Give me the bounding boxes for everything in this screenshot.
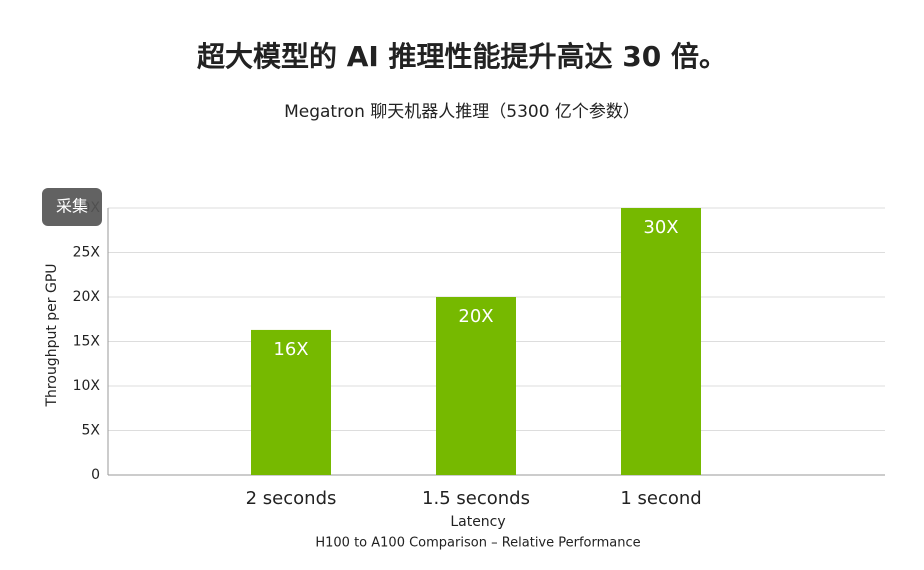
chart-note: H100 to A100 Comparison – Relative Perfo… [315, 536, 640, 551]
overlay-button-bg[interactable] [42, 188, 102, 226]
x-tick-label: 1.5 seconds [422, 488, 530, 509]
chart-title: 超大模型的 AI 推理性能提升高达 30 倍。 [197, 40, 727, 73]
y-tick-label: 10X [73, 378, 101, 394]
y-tick-label: 25X [73, 245, 101, 261]
plot-area: 0 5X 10X 15X 20X 25X 30X 2 seconds 16X 1.5 second… [73, 200, 885, 509]
data-label: 16X [273, 339, 308, 360]
y-tick-label: 15X [73, 334, 101, 350]
bar [251, 329, 331, 475]
x-axis-label: Latency [450, 514, 505, 530]
y-tick-label: 0 [91, 467, 100, 483]
chart-subtitle: Megatron 聊天机器人推理（5300 亿个参数） [284, 102, 640, 122]
y-tick-label: 20X [73, 289, 101, 305]
x-tick-label: 1 second [620, 488, 701, 509]
bar [436, 297, 516, 475]
overlay-button[interactable]: 采集 [42, 188, 102, 226]
data-label: 30X [643, 217, 678, 238]
bar [621, 208, 701, 475]
y-tick-label: 5X [82, 423, 101, 439]
overlay-button-label[interactable]: 采集 [56, 197, 88, 216]
x-tick-label: 2 seconds [246, 488, 337, 509]
y-axis-label: Throughput per GPU [44, 263, 60, 407]
data-label: 20X [458, 306, 493, 327]
